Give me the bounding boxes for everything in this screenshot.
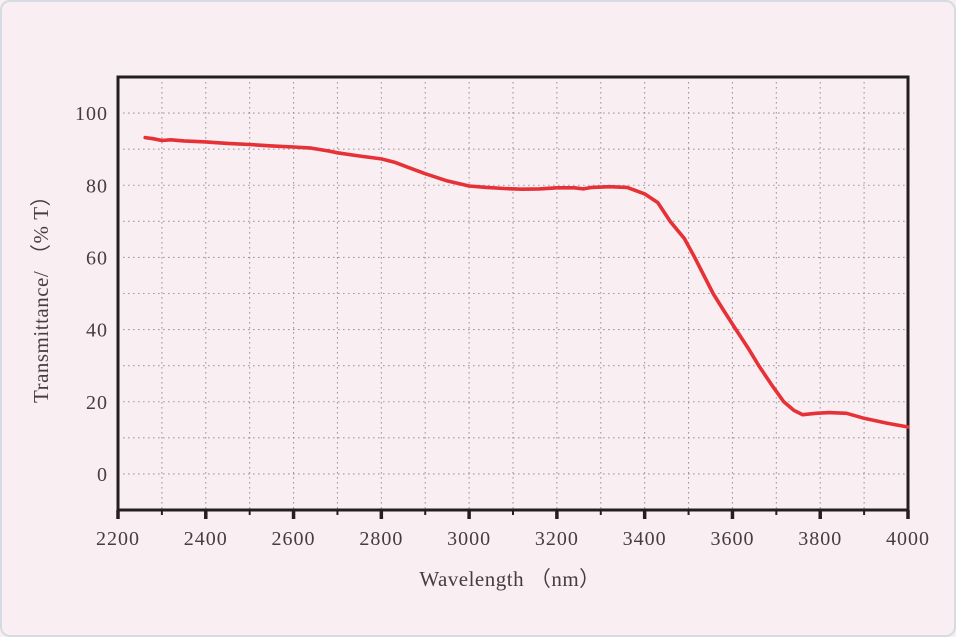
y-tick-label: 80 <box>86 175 108 197</box>
plot-border <box>116 75 910 512</box>
x-tick-label: 4000 <box>886 528 930 550</box>
y-tick-label: 100 <box>75 103 108 125</box>
y-axis-title: Transmittance/ （% T） <box>29 185 53 403</box>
x-tick-label: 2800 <box>359 528 403 550</box>
y-tick-label: 60 <box>86 247 108 269</box>
y-tick-labels: 0 20 40 60 80 100 <box>75 103 108 486</box>
x-tick-label: 2600 <box>272 528 316 550</box>
x-tick-label: 3600 <box>710 528 754 550</box>
y-tick-label: 20 <box>86 392 108 414</box>
x-tick-label: 2200 <box>96 528 140 550</box>
x-tick-label: 3200 <box>535 528 579 550</box>
y-tick-label: 0 <box>97 464 108 486</box>
x-axis-title: Wavelength （nm） <box>419 567 600 591</box>
x-tick-label: 3800 <box>798 528 842 550</box>
x-tick-label: 3000 <box>447 528 491 550</box>
x-tick-label: 3400 <box>623 528 667 550</box>
transmittance-curve <box>143 135 910 429</box>
grid-lines <box>118 77 908 510</box>
x-tick-label: 2400 <box>184 528 228 550</box>
y-tick-label: 40 <box>86 320 108 342</box>
x-tick-labels: 2200 2400 2600 2800 3000 3200 3400 3600 3800 4000 <box>96 528 930 550</box>
